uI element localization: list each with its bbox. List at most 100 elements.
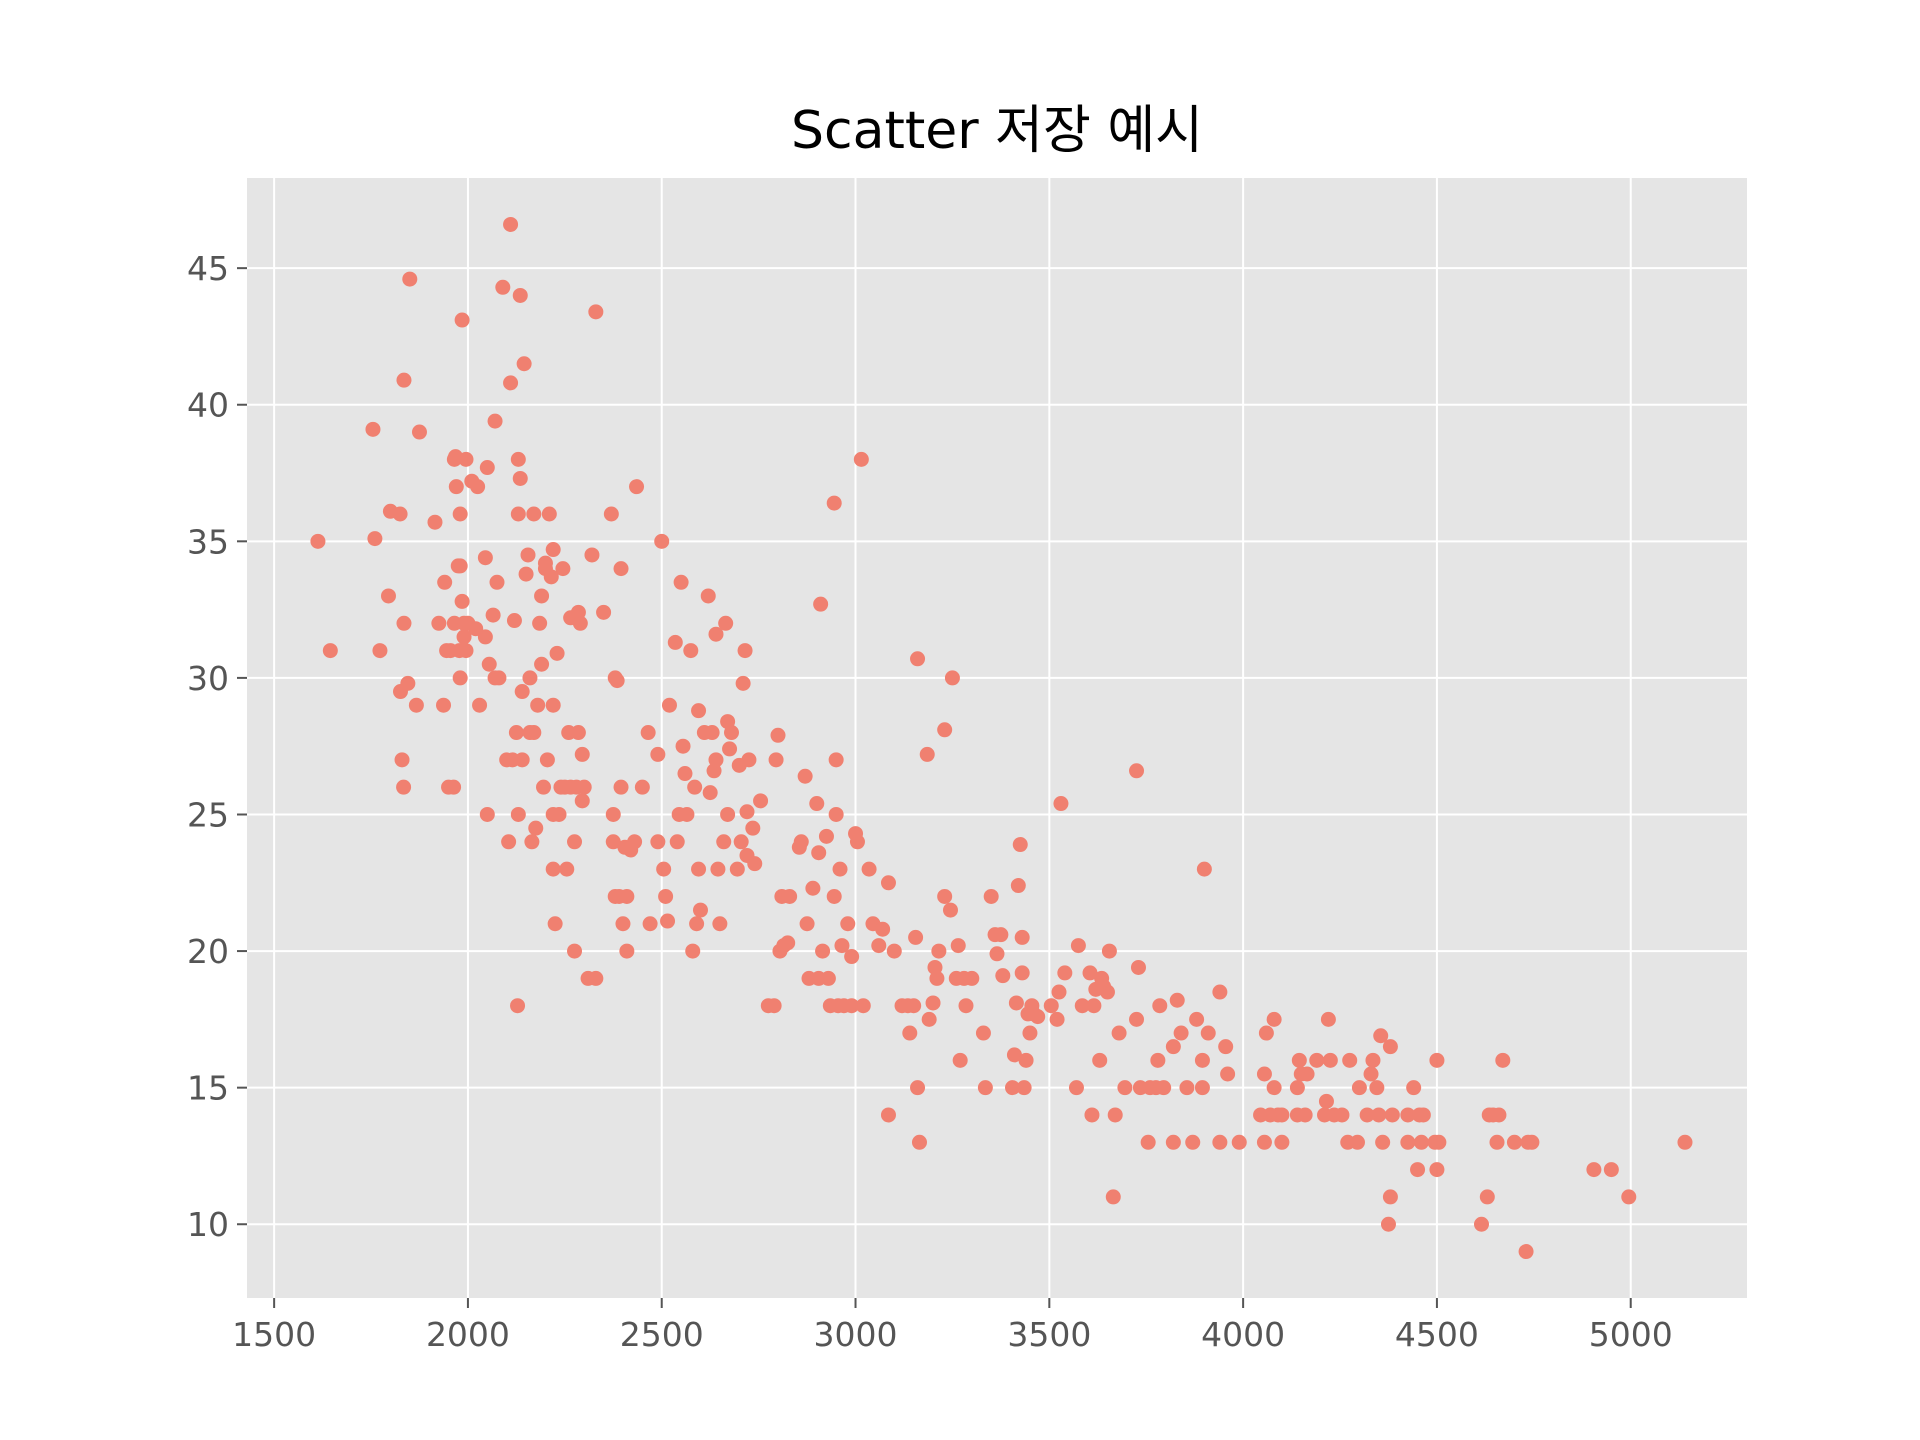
scatter-point <box>813 596 829 612</box>
scatter-point <box>1008 995 1024 1011</box>
scatter-point <box>629 479 645 495</box>
scatter-point <box>452 670 468 686</box>
scatter-point <box>1363 1066 1379 1082</box>
scatter-point <box>687 779 703 795</box>
scatter-point <box>875 921 891 937</box>
x-tick-label: 4000 <box>1201 1315 1285 1354</box>
scatter-point <box>508 725 524 741</box>
scatter-point <box>675 738 691 754</box>
scatter-point <box>809 796 825 812</box>
scatter-point <box>437 574 453 590</box>
scatter-point <box>452 558 468 574</box>
scatter-point <box>950 938 966 954</box>
scatter-point <box>574 793 590 809</box>
scatter-point <box>1320 1011 1336 1027</box>
scatter-point <box>1479 1189 1495 1205</box>
scatter-point <box>1196 861 1212 877</box>
scatter-point <box>782 888 798 904</box>
scatter-point <box>745 820 761 836</box>
scatter-point <box>1351 1080 1367 1096</box>
scatter-point <box>1018 1052 1034 1068</box>
scatter-point <box>536 779 552 795</box>
scatter-point <box>1099 984 1115 1000</box>
scatter-point <box>510 451 526 467</box>
scatter-point <box>1185 1134 1201 1150</box>
scatter-point <box>906 998 922 1014</box>
scatter-point <box>1053 796 1069 812</box>
scatter-point <box>1621 1189 1637 1205</box>
scatter-point <box>518 566 534 582</box>
scatter-point <box>861 861 877 877</box>
scatter-point <box>1473 1216 1489 1232</box>
scatter-point <box>1309 1052 1325 1068</box>
scatter-point <box>910 1080 926 1096</box>
scatter-point <box>1051 984 1067 1000</box>
scatter-point <box>1258 1025 1274 1041</box>
scatter-point <box>534 588 550 604</box>
scatter-point <box>322 643 338 659</box>
scatter-point <box>1156 1080 1172 1096</box>
scatter-point <box>673 574 689 590</box>
scatter-point <box>1400 1107 1416 1123</box>
scatter-point <box>1150 1052 1166 1068</box>
scatter-point <box>1291 1052 1307 1068</box>
scatter-point <box>1431 1134 1447 1150</box>
scatter-point <box>952 1052 968 1068</box>
scatter-point <box>1005 1080 1021 1096</box>
scatter-point <box>983 888 999 904</box>
scatter-point <box>1068 1080 1084 1096</box>
scatter-point <box>853 451 869 467</box>
scatter-point <box>427 514 443 530</box>
scatter-point <box>1165 1134 1181 1150</box>
scatter-point <box>1030 1009 1046 1025</box>
scatter-point <box>820 970 836 986</box>
scatter-point <box>605 806 621 822</box>
scatter-point <box>1070 938 1086 954</box>
scatter-point <box>805 880 821 896</box>
scatter-point <box>716 834 732 850</box>
scatter-point <box>1297 1107 1313 1123</box>
scatter-point <box>491 670 507 686</box>
scatter-point <box>615 916 631 932</box>
scatter-point <box>880 875 896 891</box>
scatter-point <box>929 970 945 986</box>
scatter-point <box>522 670 538 686</box>
scatter-point <box>458 643 474 659</box>
y-tick-label: 15 <box>187 1069 229 1108</box>
scatter-point <box>720 806 736 822</box>
scatter-point <box>685 943 701 959</box>
scatter-point <box>921 1011 937 1027</box>
scatter-point <box>826 888 842 904</box>
scatter-point <box>510 806 526 822</box>
scatter-point <box>1006 1047 1022 1063</box>
x-tick-label: 4500 <box>1395 1315 1479 1354</box>
scatter-point <box>640 725 656 741</box>
scatter-point <box>576 779 592 795</box>
scatter-point <box>691 703 707 719</box>
scatter-point <box>526 506 542 522</box>
scatter-point <box>1495 1052 1511 1068</box>
scatter-point <box>1092 1052 1108 1068</box>
scatter-point <box>995 968 1011 984</box>
scatter-point <box>1194 1052 1210 1068</box>
scatter-point <box>584 547 600 563</box>
scatter-point <box>797 768 813 784</box>
scatter-point <box>733 834 749 850</box>
scatter-point <box>514 684 530 700</box>
scatter-point <box>958 998 974 1014</box>
scatter-point <box>372 643 388 659</box>
scatter-point <box>656 861 672 877</box>
scatter-point <box>642 916 658 932</box>
scatter-point <box>574 746 590 762</box>
scatter-point <box>910 651 926 667</box>
y-tick-label: 45 <box>187 249 229 288</box>
y-tick-label: 10 <box>187 1205 229 1244</box>
scatter-point <box>826 495 842 511</box>
scatter-point <box>691 861 707 877</box>
scatter-point <box>396 615 412 631</box>
scatter-point <box>944 670 960 686</box>
scatter-point <box>1105 1189 1121 1205</box>
scatter-point <box>729 861 745 877</box>
scatter-point <box>811 845 827 861</box>
